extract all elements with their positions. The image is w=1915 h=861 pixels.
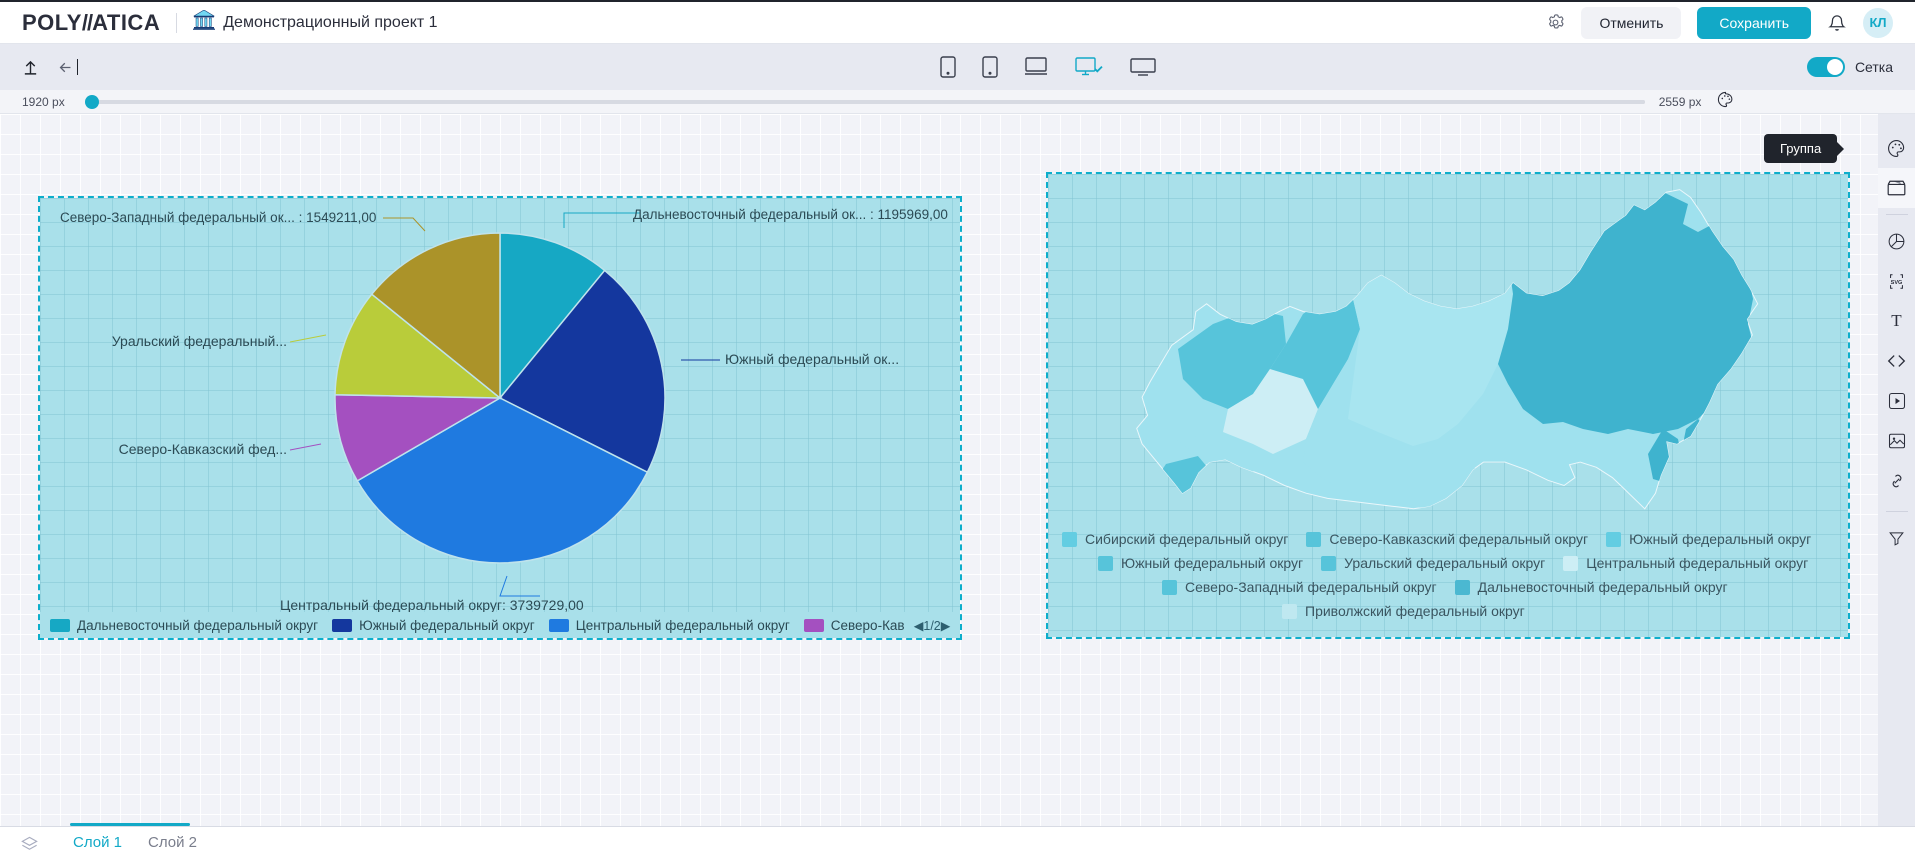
svg-text:Уральский федеральный...: Уральский федеральный... [112,333,287,349]
svg-text:Северо-Кавказский фед...: Северо-Кавказский фед... [119,441,287,457]
svg-text:Южный федеральный ок...: Южный федеральный ок... [725,351,899,367]
svg-text:Центральный федеральный округ:: Центральный федеральный округ: 3739729,0… [280,597,584,613]
svg-text:Северо-Западный федеральный ок: Северо-Западный федеральный ок... : 1549… [60,210,376,225]
svg-text:SVG: SVG [1891,279,1903,285]
svg-text:Дальневосточный федеральный ок: Дальневосточный федеральный ок... : 1195… [633,207,948,222]
